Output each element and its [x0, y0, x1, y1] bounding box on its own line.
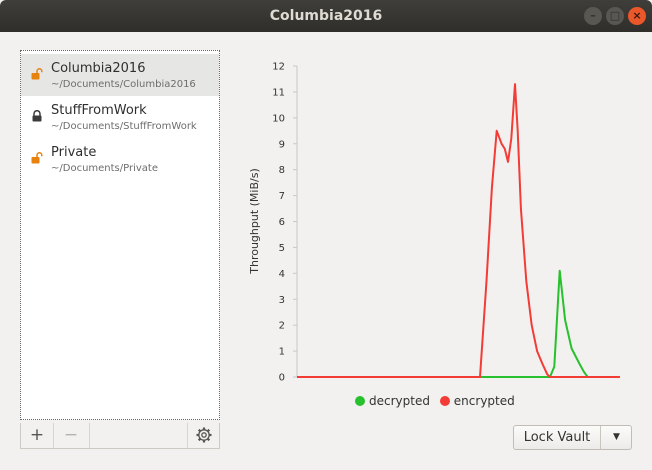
legend-dot-decrypted: [355, 396, 365, 406]
legend-dot-encrypted: [439, 396, 450, 406]
vault-list[interactable]: Columbia2016 ~/Documents/Columbia2016 St…: [20, 50, 220, 420]
legend-item-decrypted: decrypted: [355, 394, 434, 408]
legend-label-encrypted: encrypted: [453, 394, 515, 408]
lock-vault-button[interactable]: Lock Vault ▼: [513, 425, 632, 450]
y-tick-label: 9: [279, 139, 285, 150]
remove-vault-button[interactable]: −: [53, 423, 90, 448]
y-tick-label: 10: [272, 113, 285, 124]
legend-label-decrypted: decrypted: [369, 394, 430, 408]
maximize-button[interactable]: □: [606, 7, 624, 25]
series-line-encrypted: [297, 83, 620, 378]
gear-icon: [196, 427, 212, 443]
y-tick-label: 7: [279, 191, 285, 202]
y-tick-label: 11: [272, 87, 285, 98]
window-title: Columbia2016: [269, 8, 383, 24]
y-axis-label: Throughput (MiB/s): [248, 168, 261, 275]
vault-item-stufffromwork[interactable]: StuffFromWork ~/Documents/StuffFromWork: [21, 96, 219, 138]
vault-path: ~/Documents/Private: [51, 163, 158, 174]
vault-item-private[interactable]: Private ~/Documents/Private: [21, 138, 219, 180]
y-tick-label: 2: [279, 321, 285, 332]
title-bar[interactable]: Columbia2016 – □ ×: [0, 0, 652, 32]
vault-name: Private: [51, 145, 97, 160]
series-line-decrypted: [297, 269, 620, 378]
vault-path: ~/Documents/StuffFromWork: [51, 121, 197, 132]
vault-list-toolbar: + −: [20, 423, 220, 449]
unlocked-icon: [31, 68, 43, 80]
minimize-button[interactable]: –: [584, 7, 602, 25]
lock-vault-separator: [600, 426, 601, 449]
add-vault-button[interactable]: +: [21, 423, 54, 448]
chart-legend: decrypted encrypted: [355, 394, 521, 408]
vault-path: ~/Documents/Columbia2016: [51, 79, 196, 90]
y-tick-label: 6: [279, 217, 285, 228]
y-tick-label: 5: [279, 243, 285, 254]
chevron-down-icon[interactable]: ▼: [613, 432, 620, 442]
vault-name: StuffFromWork: [51, 103, 147, 118]
y-tick-label: 4: [279, 269, 285, 280]
unlocked-icon: [31, 152, 43, 164]
series-layer: [297, 83, 620, 378]
y-tick-label: 8: [279, 165, 285, 176]
vault-item-columbia2016[interactable]: Columbia2016 ~/Documents/Columbia2016: [21, 54, 219, 96]
y-tick-label: 1: [279, 347, 285, 358]
settings-button[interactable]: [187, 423, 220, 448]
close-button[interactable]: ×: [628, 7, 646, 25]
locked-icon: [32, 110, 42, 122]
lock-vault-label[interactable]: Lock Vault: [523, 430, 591, 445]
vault-name: Columbia2016: [51, 61, 146, 76]
y-tick-label: 12: [272, 62, 285, 73]
y-tick-label: 3: [279, 295, 285, 306]
legend-item-encrypted: encrypted: [439, 394, 515, 408]
y-tick-label: 0: [279, 373, 285, 384]
